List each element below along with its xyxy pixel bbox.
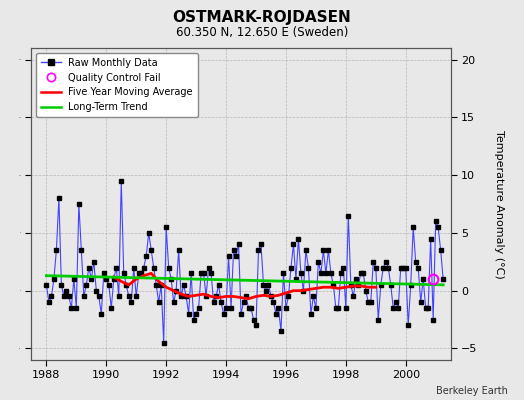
- Text: 60.350 N, 12.650 E (Sweden): 60.350 N, 12.650 E (Sweden): [176, 26, 348, 39]
- Text: OSTMARK-ROJDASEN: OSTMARK-ROJDASEN: [172, 10, 352, 25]
- Legend: Raw Monthly Data, Quality Control Fail, Five Year Moving Average, Long-Term Tren: Raw Monthly Data, Quality Control Fail, …: [36, 53, 198, 117]
- Y-axis label: Temperature Anomaly (°C): Temperature Anomaly (°C): [494, 130, 504, 278]
- Text: Berkeley Earth: Berkeley Earth: [436, 386, 508, 396]
